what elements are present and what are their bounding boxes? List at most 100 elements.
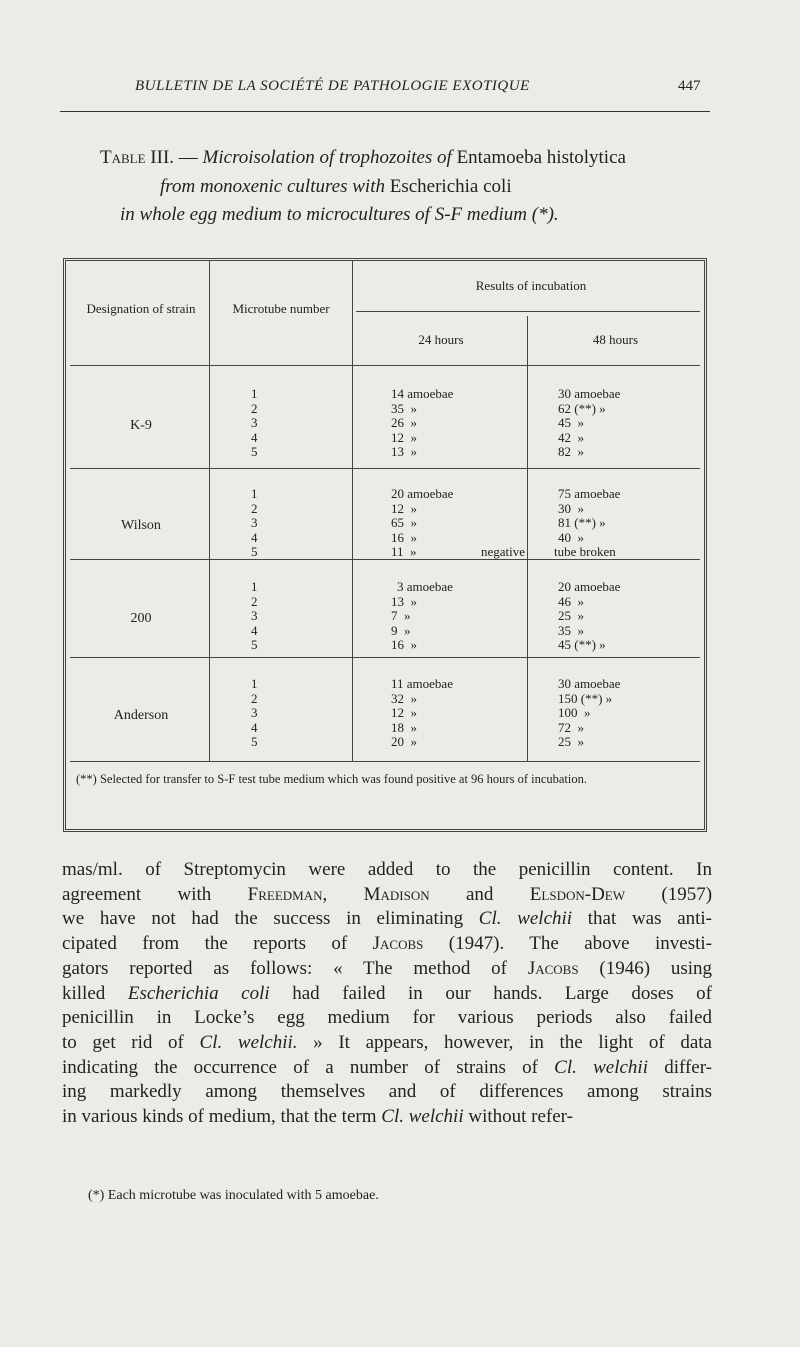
result-24h: 13 » (391, 444, 417, 459)
result-48h: 150 (**) » (558, 690, 613, 706)
text-run: Freedman (247, 883, 323, 905)
microtube-number: 1 (251, 486, 258, 501)
body-line: ing markedly among themselves and of dif… (62, 1080, 712, 1105)
text-run: differ- (647, 1056, 713, 1078)
result-48h: 62 (**) » (558, 400, 606, 416)
result-24h: 13 » (391, 593, 417, 609)
text-run: Cl. welchii. (199, 1031, 298, 1053)
result-24h: 26 » (391, 415, 417, 430)
header-microtube: Microtube number (232, 301, 330, 316)
result-24h: 65 » (391, 515, 417, 530)
text-run: Madison (363, 883, 430, 905)
table-title: Table III. — Microisolation of trophozoi… (100, 144, 760, 230)
result-24h: 35 » (391, 400, 417, 416)
running-header: BULLETIN DE LA SOCIÉTÉ DE PATHOLOGIE EXO… (135, 78, 530, 94)
result-48h: 72 » (558, 719, 584, 735)
result-48h: 46 » (558, 593, 584, 609)
microtube-number: 4 (251, 429, 258, 445)
strain-name: Anderson (113, 708, 169, 723)
text-run: cipated from the reports of (62, 933, 373, 955)
header-48-hours: 48 hours (592, 332, 639, 347)
microtube-number: 2 (251, 690, 258, 706)
body-line: indicating the occurrence of a number of… (62, 1056, 712, 1081)
header-rule (60, 111, 710, 112)
text-run: Microisolation of trophozoites of (202, 147, 457, 168)
result-24h: 7 » (391, 608, 411, 623)
header-strain: Designation of strain (86, 301, 196, 316)
result-24h: 32 » (391, 690, 417, 706)
body-line: cipated from the reports of Jacobs (1947… (62, 932, 712, 957)
body-line: agreement with Freedman, Madison and Els… (62, 883, 712, 908)
result-24h: 18 » (391, 719, 417, 735)
microtube-number: 1 (251, 386, 258, 401)
microtube-number: 4 (251, 529, 258, 545)
text-run: » It appears, however, in the light of d… (297, 1031, 712, 1053)
text-run: gators reported as follows: « The method… (62, 957, 528, 979)
result-48h: 42 » (558, 429, 584, 445)
result-24h: 12 » (391, 500, 417, 516)
result-24h: 9 » (391, 622, 411, 638)
text-run: Elsdon-Dew (529, 883, 625, 905)
text-run: without refer- (463, 1106, 573, 1128)
text-run: penicillin in Locke’s egg medium for var… (62, 1007, 712, 1029)
result-24h: 3 amoebae (397, 579, 453, 594)
strain-name: K-9 (130, 418, 152, 433)
microtube-number: 5 (251, 734, 258, 749)
text-run: from monoxenic cultures with (160, 175, 390, 197)
strain-name: Wilson (121, 518, 161, 533)
result-48h: 75 amoebae (558, 486, 621, 501)
text-run: in whole egg medium to microcultures of … (120, 204, 559, 225)
result-48h: 20 amoebae (558, 579, 621, 594)
result-48h: 40 » (558, 529, 584, 545)
microtube-number: 1 (251, 676, 258, 691)
result-48h: 35 » (558, 622, 584, 638)
table-footnote: (**) Selected for transfer to S-F test t… (76, 772, 588, 786)
result-24h: 20 amoebae (391, 486, 454, 501)
body-line: mas/ml. of Streptomycin were added to th… (62, 858, 712, 883)
header-24-hours: 24 hours (418, 332, 464, 347)
text-run: that was anti- (572, 908, 713, 930)
result-48h: 30 » (558, 500, 584, 516)
results-table: Designation of strain Microtube number R… (63, 258, 707, 832)
text-run: Escherichia coli (389, 175, 512, 197)
microtube-number: 3 (251, 608, 258, 623)
text-run: in various kinds of medium, that the ter… (62, 1106, 382, 1128)
microtube-number: 4 (251, 719, 258, 735)
text-run: Jacobs (372, 933, 424, 955)
result-48h: tube broken (554, 544, 616, 559)
text-run: mas/ml. of Streptomycin were added to th… (62, 859, 712, 880)
text-run: ing markedly among themselves and of dif… (62, 1081, 712, 1103)
result-48h: 30 amoebae (558, 386, 621, 401)
body-text: mas/ml. of Streptomycin were added to th… (62, 858, 712, 1130)
result-24h: 14 amoebae (391, 386, 454, 401)
title-line: from monoxenic cultures with Escherichia… (100, 173, 760, 202)
text-run: had failed in our hands. Large doses of (269, 982, 713, 1004)
microtube-number: 3 (251, 415, 258, 430)
result-48h: 25 » (558, 608, 584, 623)
microtube-number: 2 (251, 400, 258, 416)
page-footnote: (*) Each microtube was inoculated with 5… (88, 1188, 379, 1203)
text-run: — (174, 147, 203, 168)
text-run: Table III. (100, 147, 175, 168)
result-24h: 16 » (391, 529, 417, 545)
text-run: agreement with (62, 883, 248, 905)
text-run: indicating the occurrence of a number of… (62, 1056, 555, 1078)
strain-name: 200 (130, 611, 152, 626)
result-48h: 100 » (558, 705, 591, 720)
body-line: we have not had the success in eliminati… (62, 907, 712, 932)
microtube-number: 5 (251, 637, 258, 652)
result-24h: 12 » (391, 705, 417, 720)
page-number: 447 (678, 78, 701, 94)
result-24h: 12 » (391, 429, 417, 445)
microtube-number: 3 (251, 705, 258, 720)
microtube-number: 2 (251, 500, 258, 516)
result-24h: 20 » (391, 734, 417, 749)
body-line: gators reported as follows: « The method… (62, 957, 712, 982)
microtube-number: 3 (251, 515, 258, 530)
text-run: killed (62, 982, 128, 1004)
text-run: and (429, 883, 530, 905)
result-24h: 16 » (391, 637, 417, 652)
text-run: Escherichia coli (127, 982, 270, 1004)
result-48h: 25 » (558, 734, 584, 749)
